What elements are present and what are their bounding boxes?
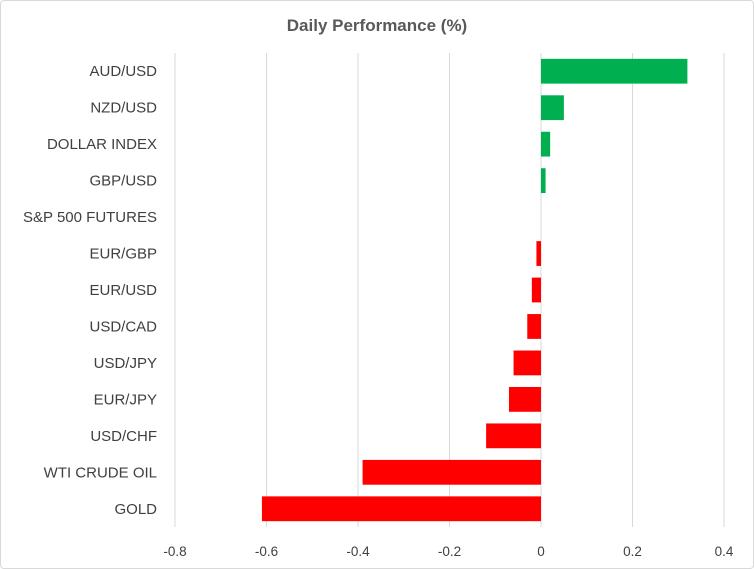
bar-usd-jpy bbox=[513, 350, 541, 376]
grid-lines bbox=[174, 53, 725, 527]
category-label: NZD/USD bbox=[90, 100, 157, 117]
x-tick-label: -0.4 bbox=[346, 544, 370, 559]
category-label: GBP/USD bbox=[89, 173, 157, 190]
x-tick-label: 0 bbox=[537, 544, 545, 559]
bar-aud-usd bbox=[541, 58, 688, 84]
x-tick-labels: -0.8 -0.6 -0.4 -0.2 0 0.2 0.4 bbox=[163, 544, 734, 559]
chart-title: Daily Performance (%) bbox=[287, 16, 467, 35]
bar-gold bbox=[261, 496, 541, 522]
category-label: EUR/JPY bbox=[94, 391, 157, 408]
category-label: USD/JPY bbox=[94, 355, 157, 372]
category-label: USD/CHF bbox=[90, 428, 157, 445]
bar-nzd-usd bbox=[541, 95, 564, 121]
category-labels: AUD/USD NZD/USD DOLLAR INDEX GBP/USD S&P 500… bbox=[23, 63, 157, 518]
bar-dollar-index bbox=[541, 131, 551, 157]
x-tick-label: 0.2 bbox=[623, 544, 642, 559]
bar-eur-gbp bbox=[536, 241, 541, 266]
category-label: S&P 500 FUTURES bbox=[23, 209, 157, 226]
x-tick-label: -0.6 bbox=[255, 544, 278, 559]
bars bbox=[261, 58, 688, 522]
category-label: WTI CRUDE OIL bbox=[44, 464, 157, 481]
category-label: GOLD bbox=[114, 501, 157, 518]
category-label: EUR/USD bbox=[89, 282, 157, 299]
bar-wti-crude-oil bbox=[362, 459, 541, 485]
category-label: AUD/USD bbox=[89, 63, 157, 80]
bar-usd-cad bbox=[527, 314, 541, 339]
bar-eur-usd bbox=[531, 277, 541, 303]
category-label: DOLLAR INDEX bbox=[47, 136, 157, 153]
bar-usd-chf bbox=[486, 423, 541, 449]
bar-eur-jpy bbox=[508, 386, 541, 412]
x-tick-label: -0.2 bbox=[438, 544, 461, 559]
x-tick-label: -0.8 bbox=[163, 544, 186, 559]
x-tick-label: 0.4 bbox=[715, 544, 734, 559]
category-label: EUR/GBP bbox=[89, 246, 157, 263]
category-label: USD/CAD bbox=[89, 318, 157, 335]
bar-gbp-usd bbox=[541, 168, 546, 194]
